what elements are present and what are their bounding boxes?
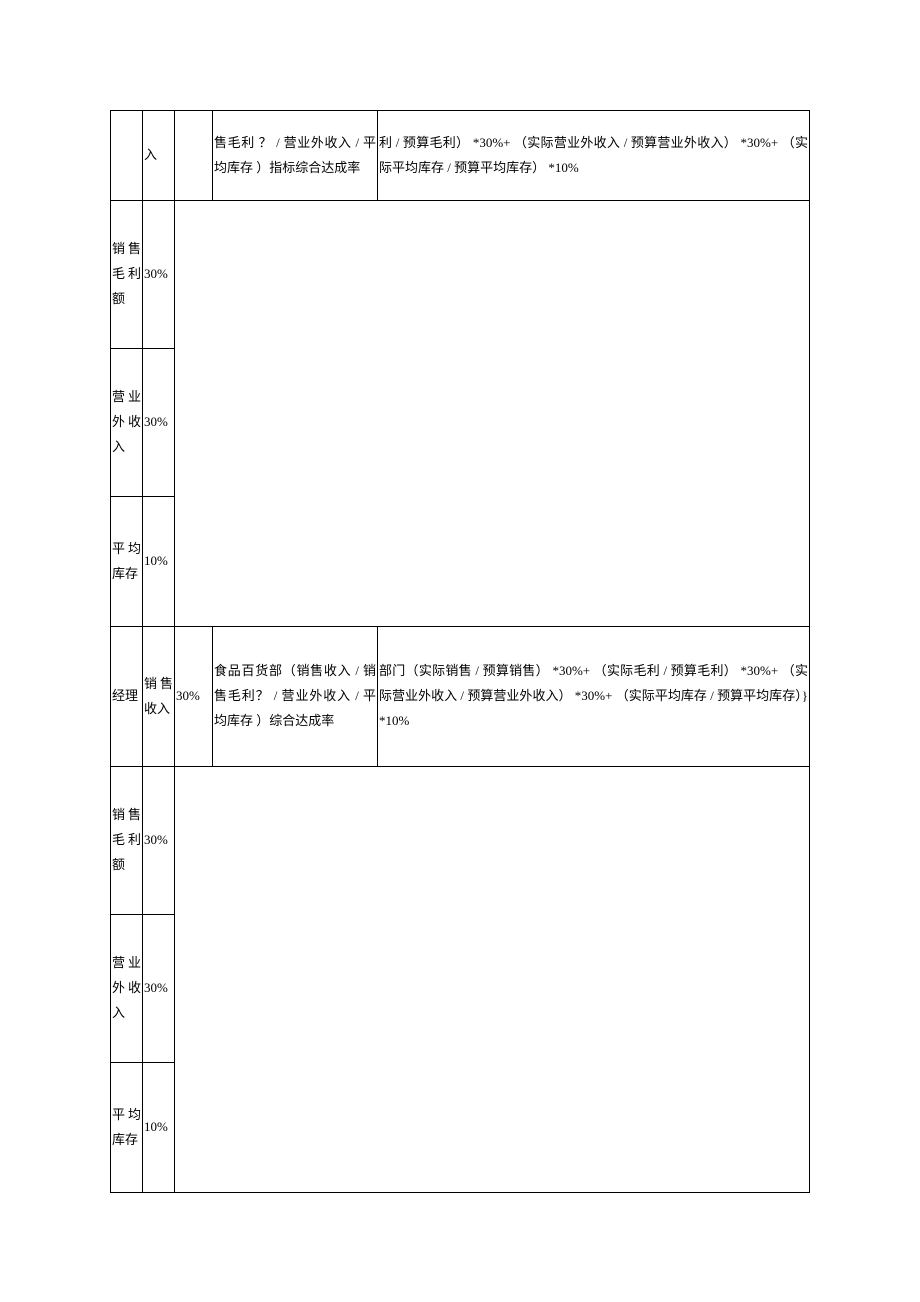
cell-formula: 部门（实际销售 / 预算销售） *30%+ （实际毛利 / 预算毛利） *30%… — [378, 627, 810, 767]
cell-merged — [175, 767, 810, 1193]
cell-role: 经理 — [111, 627, 143, 767]
table-row: 销售毛利额 30% — [111, 201, 810, 349]
cell-weight: 30% — [143, 349, 175, 497]
document-page: 入 售毛利 ？ / 营业外收入 / 平均库存 ）指标综合达成率 利 / 预算毛利… — [0, 0, 920, 1193]
main-table: 入 售毛利 ？ / 营业外收入 / 平均库存 ）指标综合达成率 利 / 预算毛利… — [110, 110, 810, 1193]
cell-indicator: 营业外收入 — [111, 915, 143, 1063]
cell-weight: 30% — [143, 201, 175, 349]
cell-weight: 10% — [143, 1063, 175, 1193]
cell-indicator: 销售收入 — [143, 627, 175, 767]
cell-desc: 食品百货部（销售收入 / 销售毛利？ / 营业外收入 / 平均库存 ）综合达成率 — [213, 627, 378, 767]
cell-merged — [175, 201, 810, 627]
cell-desc: 售毛利 ？ / 营业外收入 / 平均库存 ）指标综合达成率 — [213, 111, 378, 201]
cell-weight — [175, 111, 213, 201]
cell-weight: 30% — [143, 767, 175, 915]
cell-indicator: 入 — [143, 111, 175, 201]
table-row: 入 售毛利 ？ / 营业外收入 / 平均库存 ）指标综合达成率 利 / 预算毛利… — [111, 111, 810, 201]
cell-indicator: 营业外收入 — [111, 349, 143, 497]
cell-formula: 利 / 预算毛利） *30%+ （实际营业外收入 / 预算营业外收入） *30%… — [378, 111, 810, 201]
cell-role — [111, 111, 143, 201]
cell-indicator: 平均库存 — [111, 1063, 143, 1193]
cell-indicator: 平均库存 — [111, 497, 143, 627]
table-row: 经理 销售收入 30% 食品百货部（销售收入 / 销售毛利？ / 营业外收入 /… — [111, 627, 810, 767]
cell-indicator: 销售毛利额 — [111, 767, 143, 915]
cell-weight: 30% — [143, 915, 175, 1063]
cell-indicator: 销售毛利额 — [111, 201, 143, 349]
table-row: 销售毛利额 30% — [111, 767, 810, 915]
cell-weight: 30% — [175, 627, 213, 767]
cell-weight: 10% — [143, 497, 175, 627]
